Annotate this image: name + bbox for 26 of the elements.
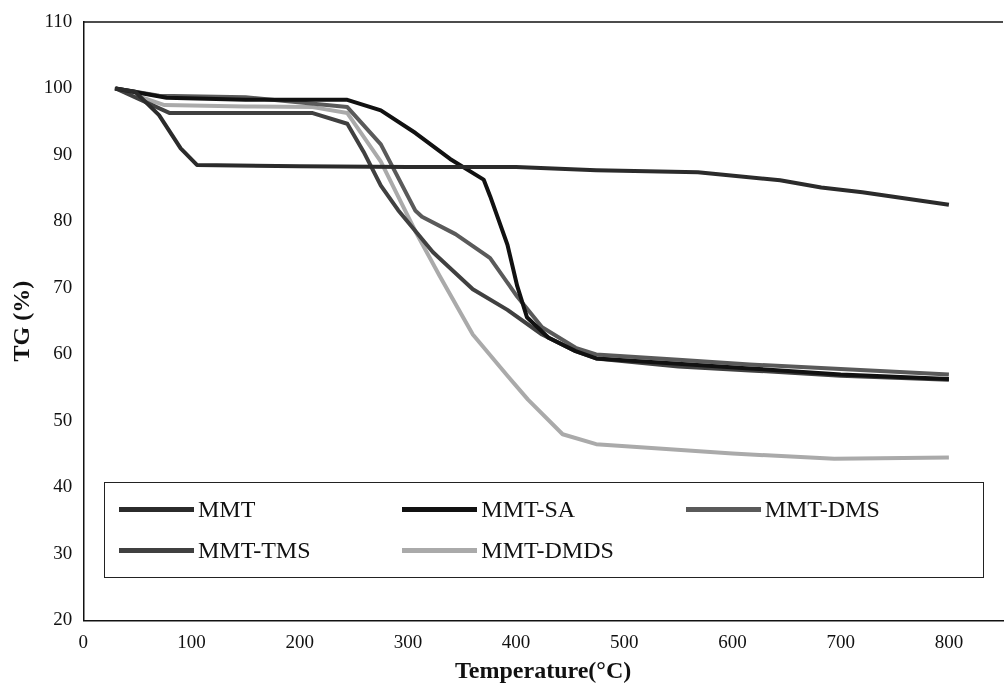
x-tick-label: 600 xyxy=(718,630,747,652)
x-axis-title: Temperature(°C) xyxy=(455,656,632,683)
x-tick-label: 400 xyxy=(501,630,531,652)
x-tick-label: 300 xyxy=(393,630,423,652)
y-tick-label: 110 xyxy=(44,9,73,31)
x-tick-label: 0 xyxy=(78,630,89,652)
y-axis-title: TG (%) xyxy=(7,280,34,362)
x-tick-label: 700 xyxy=(826,630,855,652)
x-tick-label: 100 xyxy=(177,630,206,652)
legend-label: MMT-TMS xyxy=(198,537,311,564)
y-tick-label: 20 xyxy=(53,608,73,630)
x-tick-label: 200 xyxy=(285,630,314,652)
y-tick-label: 30 xyxy=(53,541,73,563)
legend-label: MMT-DMS xyxy=(764,496,880,523)
x-tick-label: 800 xyxy=(934,630,964,652)
y-tick-label: 70 xyxy=(53,275,73,297)
legend-label: MMT xyxy=(198,496,256,523)
legend-label: MMT-DMDS xyxy=(481,537,614,564)
y-tick-label: 40 xyxy=(53,475,73,497)
y-tick-label: 50 xyxy=(53,408,73,430)
x-tick-label: 500 xyxy=(610,630,639,652)
y-tick-label: 80 xyxy=(53,209,73,231)
y-tick-label: 100 xyxy=(43,76,73,98)
legend-label: MMT-SA xyxy=(481,496,576,523)
y-tick-label: 90 xyxy=(53,142,73,164)
y-tick-label: 60 xyxy=(53,342,73,364)
